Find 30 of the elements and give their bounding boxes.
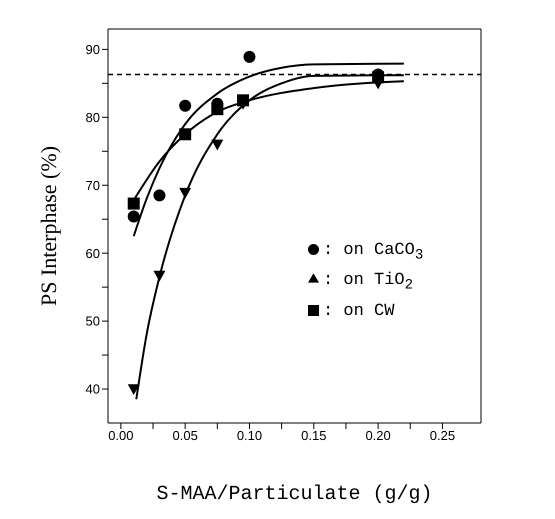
x-tick-label: 0.10 xyxy=(236,428,262,444)
x-tick-label: 0.05 xyxy=(172,428,198,444)
point xyxy=(179,100,192,112)
point xyxy=(372,71,384,84)
point xyxy=(128,384,140,396)
x-tick-label: 0.15 xyxy=(301,428,326,444)
point xyxy=(211,103,224,116)
y-tick-label: 50 xyxy=(86,314,100,329)
point xyxy=(237,94,250,106)
point xyxy=(153,189,166,202)
point xyxy=(179,188,192,199)
point xyxy=(128,210,140,222)
y-axis-title: PS Interphase (%) xyxy=(36,146,61,306)
point xyxy=(179,128,192,140)
x-axis-title: S-MAA/Particulate (g/g) xyxy=(156,483,433,506)
legend-label: : on CW xyxy=(323,302,394,321)
x-tick-label: 0.00 xyxy=(108,428,134,444)
point xyxy=(211,140,224,150)
point xyxy=(128,198,140,210)
x-tick-label: 0.20 xyxy=(365,428,391,444)
y-tick-label: 60 xyxy=(86,246,100,261)
y-tick-label: 80 xyxy=(86,110,100,125)
y-tick-label: 90 xyxy=(86,42,100,57)
legend-label: : on TiO$_{2}$ xyxy=(323,271,414,294)
x-tick-label: 0.25 xyxy=(430,428,456,444)
y-tick-label: 70 xyxy=(86,178,100,193)
point xyxy=(153,270,166,282)
y-tick-label: 40 xyxy=(86,382,100,397)
legend-label: : on CaCO$_{3}$ xyxy=(323,241,424,264)
point xyxy=(243,50,256,63)
